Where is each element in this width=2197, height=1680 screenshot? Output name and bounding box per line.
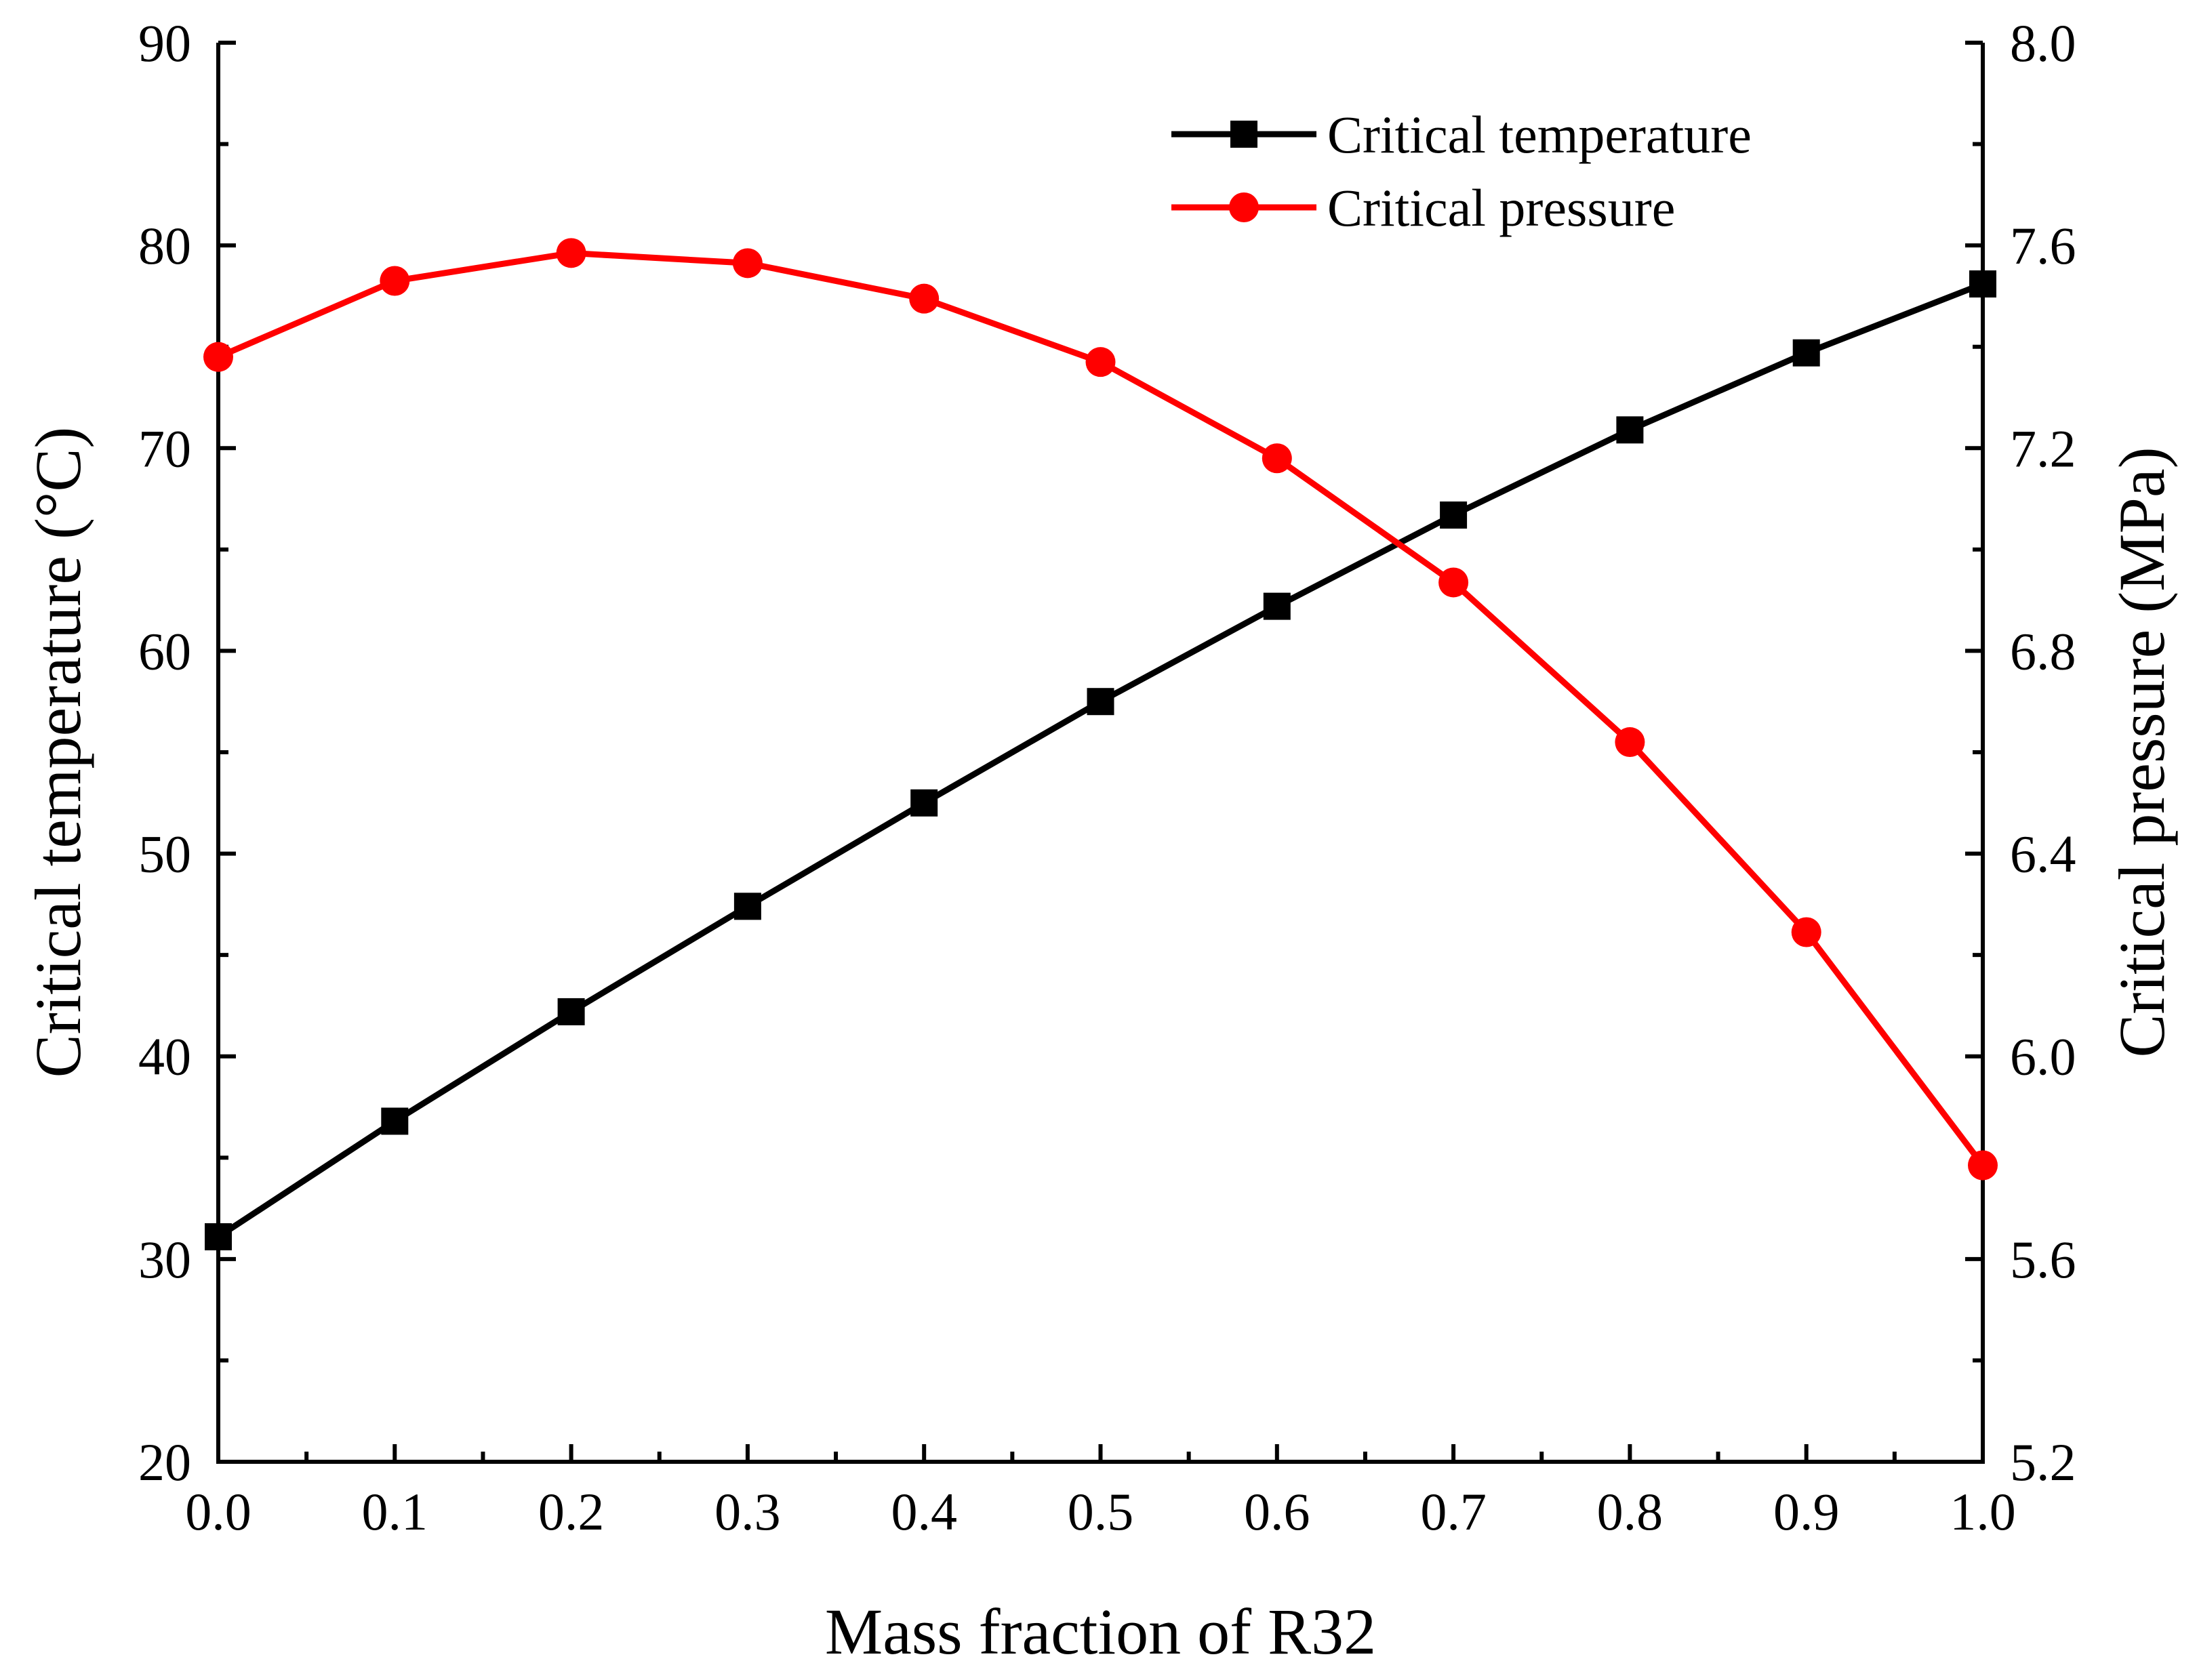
left-y-axis-title: Critical temperature (°C) <box>22 427 94 1078</box>
left-y-tick-label: 30 <box>138 1230 191 1289</box>
left-y-tick-label: 50 <box>138 825 191 884</box>
critical-temperature-point <box>381 1107 409 1135</box>
legend: Critical temperature Critical pressure <box>1171 105 1752 237</box>
critical-pressure-point <box>203 342 233 372</box>
critical-pressure-point <box>732 248 763 279</box>
x-tick-label: 0.5 <box>1068 1482 1134 1541</box>
x-tick-label: 0.4 <box>891 1482 957 1541</box>
right-y-tick-label: 5.6 <box>2010 1230 2076 1289</box>
legend-marker <box>1229 192 1259 222</box>
critical-pressure-point <box>1615 727 1645 758</box>
x-axis-title: Mass fraction of R32 <box>825 1595 1376 1668</box>
x-tick-label: 0.3 <box>714 1482 781 1541</box>
x-tick-label: 0.1 <box>362 1482 428 1541</box>
right-y-tick-label: 6.4 <box>2010 825 2076 884</box>
x-tick-label: 0.6 <box>1244 1482 1310 1541</box>
right-y-tick-label: 5.2 <box>2010 1433 2076 1492</box>
critical-pressure-point <box>1968 1150 1998 1181</box>
x-tick-label: 0.7 <box>1420 1482 1487 1541</box>
x-tick-label: 0.2 <box>538 1482 605 1541</box>
left-y-tick-label: 70 <box>138 419 191 478</box>
left-y-tick-label: 60 <box>138 621 191 680</box>
critical-temperature-point <box>910 789 938 817</box>
critical-temperature-point <box>557 998 585 1025</box>
critical-pressure-point <box>556 238 586 268</box>
right-y-axis-title: Critical pressure (MPa) <box>2105 447 2178 1057</box>
critical-pressure-point <box>909 283 940 314</box>
critical-temperature-point <box>1263 592 1291 620</box>
right-y-tick-label: 6.0 <box>2010 1027 2076 1086</box>
left-y-tick-label: 20 <box>138 1433 191 1492</box>
critical-temperature-point <box>733 893 761 920</box>
x-tick-label: 0.0 <box>185 1482 251 1541</box>
legend-marker <box>1230 121 1257 148</box>
right-y-tick-label: 8.0 <box>2010 14 2076 73</box>
critical-temperature-point <box>205 1223 232 1250</box>
right-y-tick-label: 7.2 <box>2010 419 2076 478</box>
legend-label: Critical temperature <box>1327 105 1752 164</box>
critical-temperature-point <box>1087 688 1114 716</box>
critical-pressure-point <box>1438 567 1469 598</box>
critical-pressure-point <box>1791 917 1821 947</box>
left-y-tick-label: 90 <box>138 14 191 73</box>
critical-pressure-point <box>380 266 410 296</box>
right-y-tick-label: 7.6 <box>2010 216 2076 275</box>
right-y-tick-label: 6.8 <box>2010 621 2076 680</box>
critical-pressure-point <box>1085 347 1116 377</box>
left-y-tick-label: 40 <box>138 1027 191 1086</box>
axes: 0.0 0.1 0.2 0.3 0.4 0.5 0.6 0.7 0.8 0.9 1.0 20 30 40 5… <box>138 14 2076 1541</box>
plot-area <box>203 238 1998 1250</box>
critical-temperature-point <box>1440 501 1468 529</box>
x-tick-label: 0.8 <box>1597 1482 1664 1541</box>
critical-temperature-point <box>1616 416 1644 444</box>
critical-temperature-point <box>1792 339 1820 367</box>
critical-pressure-point <box>1262 443 1292 474</box>
x-tick-label: 1.0 <box>1950 1482 2016 1541</box>
critical-temperature-point <box>1969 270 1996 298</box>
legend-label: Critical pressure <box>1327 178 1675 237</box>
x-tick-label: 0.9 <box>1773 1482 1840 1541</box>
left-y-tick-label: 80 <box>138 216 191 275</box>
